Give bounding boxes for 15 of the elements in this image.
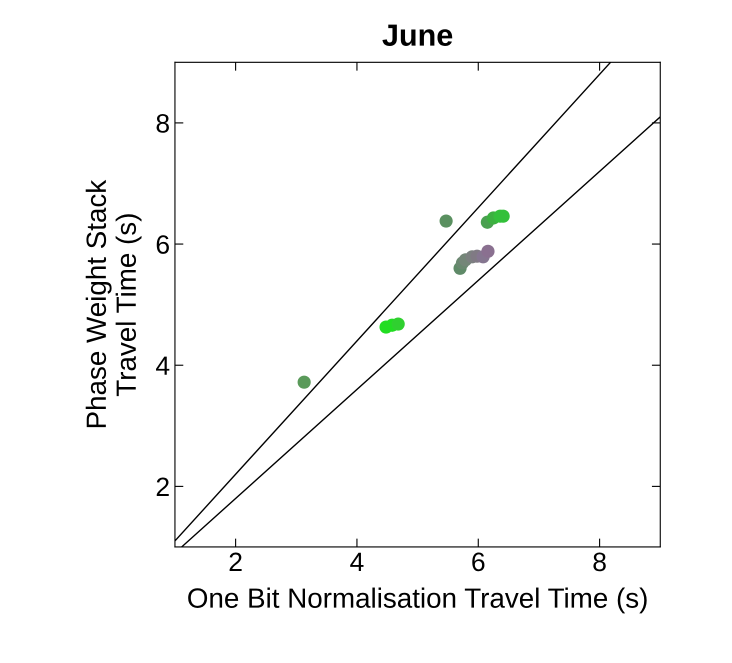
point <box>298 376 311 389</box>
x-tick-label: 2 <box>230 552 242 571</box>
chart-title: June <box>382 24 452 46</box>
x-axis-title: One Bit Normalisation Travel Time (s) <box>188 588 647 614</box>
point <box>481 244 495 258</box>
y-tick-label: 6 <box>156 235 169 254</box>
y-tick-label: 4 <box>156 356 170 375</box>
x-tick-label: 4 <box>350 552 364 571</box>
y-tick-label: 2 <box>156 478 169 496</box>
point <box>440 214 453 228</box>
y-axis-title: Phase Weight Stack Travel Time (s) <box>86 180 142 428</box>
y-tick-label: 8 <box>156 114 169 133</box>
x-tick-label: 6 <box>472 552 484 572</box>
x-tick-label: 8 <box>593 552 606 572</box>
point <box>392 317 405 331</box>
